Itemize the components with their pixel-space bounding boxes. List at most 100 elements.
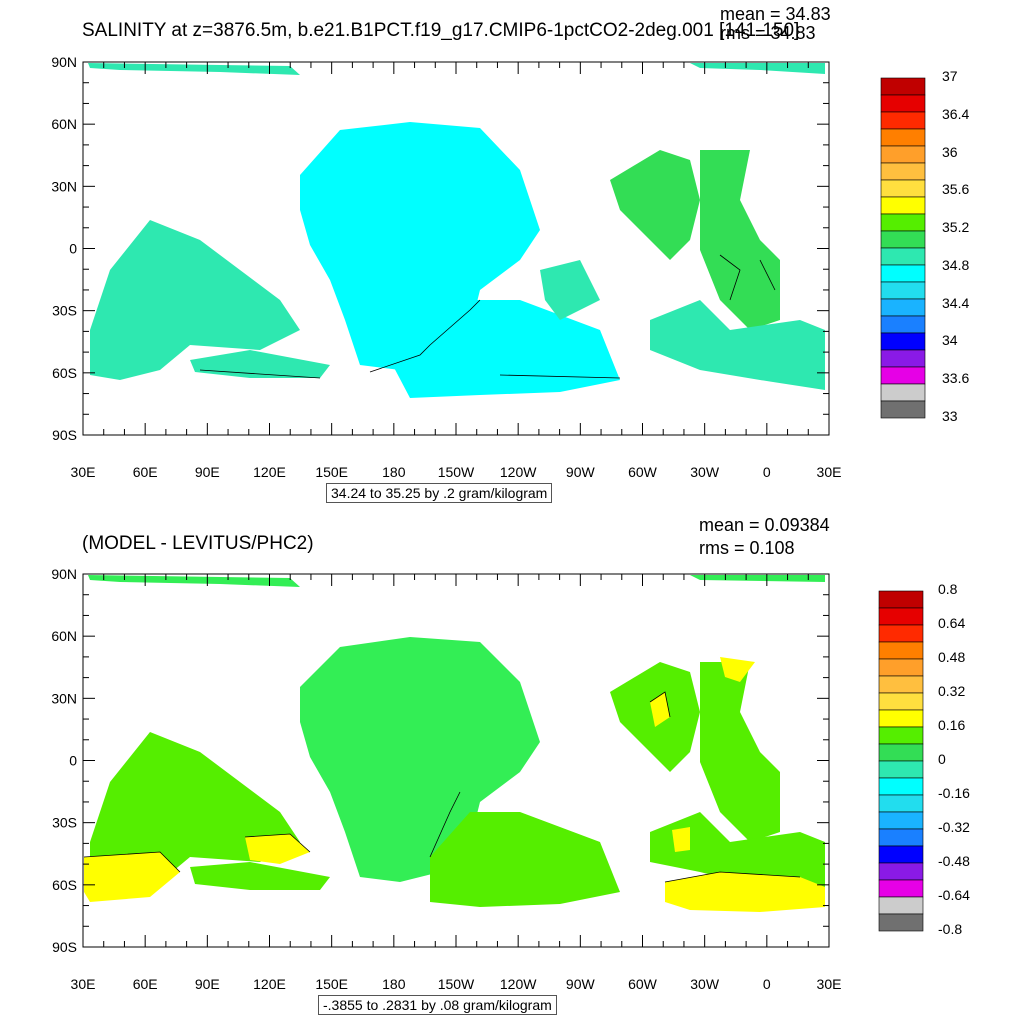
field-indian-2 — [90, 732, 300, 892]
colorbar-swatch — [880, 298, 926, 317]
colorbar-swatch — [878, 777, 924, 796]
colorbar-swatch — [880, 281, 926, 300]
colorbar-swatch — [880, 213, 926, 232]
colorbar-swatch — [880, 400, 926, 419]
colorbar-swatch — [880, 315, 926, 334]
panel-1-colorbar — [880, 77, 926, 419]
colorbar-swatch — [878, 913, 924, 932]
lat-label: 90S — [52, 427, 77, 443]
lat-label: 60N — [51, 628, 77, 644]
panel-1-title: SALINITY at z=3876.5m, b.e21.B1PCT.f19_g… — [82, 20, 800, 41]
lon-label: 90E — [195, 464, 220, 480]
lat-label: 60N — [51, 116, 77, 132]
colorbar-label: 0.16 — [938, 717, 966, 733]
field-yellow-se — [665, 872, 825, 912]
colorbar-label: -0.64 — [938, 887, 970, 903]
colorbar-swatch — [878, 607, 924, 626]
field-yellow-n — [720, 657, 755, 682]
colorbar-label: 35.2 — [942, 219, 970, 236]
colorbar-swatch — [878, 743, 924, 762]
lat-label: 60S — [52, 877, 77, 893]
panel-2-ocean-fields — [84, 575, 825, 912]
field-arctic-west — [88, 63, 300, 75]
colorbar-swatch — [880, 145, 926, 164]
colorbar-label: 0.32 — [938, 683, 966, 699]
panel-2-colorbar — [878, 590, 924, 932]
colorbar-label: -0.48 — [938, 853, 970, 869]
field-yellow-s — [672, 827, 690, 852]
colorbar-label: 33 — [942, 408, 958, 424]
panel-2-mean: mean = 0.09384 — [699, 515, 830, 535]
lon-label: 90E — [195, 976, 220, 992]
field-pacific-2 — [300, 637, 540, 882]
lon-label: 120E — [253, 464, 286, 480]
field-yellow-sw — [84, 852, 180, 902]
field-indian — [90, 220, 300, 380]
lat-label: 90N — [51, 54, 77, 70]
colorbar-swatch — [878, 896, 924, 915]
colorbar-swatch — [878, 862, 924, 881]
field-arctic-east-2 — [690, 575, 825, 582]
lat-label: 0 — [69, 753, 77, 769]
colorbar-label: 34.8 — [942, 256, 970, 273]
colorbar-label: -0.8 — [938, 921, 963, 937]
field-atlantic-south — [650, 300, 825, 390]
colorbar-swatch — [880, 349, 926, 368]
field-yellow-indian — [245, 834, 310, 864]
colorbar-swatch — [878, 726, 924, 745]
field-yellow-atl — [650, 692, 670, 727]
colorbar-label: -0.16 — [938, 785, 970, 801]
panel-1-ticks — [82, 61, 830, 436]
lon-label: 120W — [500, 464, 537, 480]
lon-label: 30E — [71, 976, 96, 992]
lon-label: 150W — [438, 976, 475, 992]
colorbar-swatch — [880, 94, 926, 113]
field-pacific-south — [390, 300, 620, 398]
lon-label: 60W — [628, 464, 658, 480]
colorbar-swatch — [880, 196, 926, 215]
colorbar-swatch — [878, 811, 924, 830]
lon-label: 150E — [315, 976, 348, 992]
lon-label: 30E — [71, 464, 96, 480]
colorbar-label: 34.4 — [942, 294, 970, 311]
panel-1-lon-labels: 30E 60E 90E 120E 150E 180 150W 120W 90W 60W 30W 0 30… — [71, 464, 842, 480]
lon-label: 60E — [133, 976, 158, 992]
panel-2-contours — [83, 691, 801, 883]
field-pacific-south-2 — [430, 812, 620, 907]
panel-2-lat-labels: 90N 60N 30N 0 30S 60S 90S — [51, 566, 77, 955]
field-arctic-east — [690, 63, 825, 74]
lon-label: 30E — [817, 976, 842, 992]
field-pacific — [300, 122, 540, 370]
lat-label: 30N — [51, 690, 77, 706]
colorbar-swatch — [878, 794, 924, 813]
colorbar-label: 37 — [942, 68, 958, 84]
field-south-pacific-mid — [540, 260, 600, 320]
panel-1-contour-info: 34.24 to 35.25 by .2 gram/kilogram — [326, 483, 553, 503]
colorbar-swatch — [880, 111, 926, 130]
panel-2-ticks — [82, 573, 830, 948]
lon-label: 30W — [690, 976, 720, 992]
colorbar-label: 0.8 — [938, 581, 958, 597]
colorbar-swatch — [878, 692, 924, 711]
lon-label: 90W — [566, 976, 596, 992]
lon-label: 0 — [763, 976, 771, 992]
panel-2-lon-labels: 30E 60E 90E 120E 150E 180 150W 120W 90W 60W 30W 0 30… — [71, 976, 842, 992]
lat-label: 30N — [51, 178, 77, 194]
colorbar-swatch — [878, 658, 924, 677]
colorbar-label: 36 — [942, 143, 958, 160]
lon-label: 150E — [315, 464, 348, 480]
panel-1-map: 90N 60N 30N 0 30S 60S 90S 30E 60E 90E 120E 150E 180… — [51, 54, 842, 480]
colorbar-swatch — [880, 383, 926, 402]
field-atlantic-south-2 — [650, 812, 825, 892]
field-atlantic-east — [700, 150, 780, 330]
colorbar-swatch — [880, 247, 926, 266]
lon-label: 90W — [566, 464, 596, 480]
lon-label: 150W — [438, 464, 475, 480]
panel-1-rms: rms = 34.83 — [720, 23, 816, 43]
colorbar-swatch — [880, 179, 926, 198]
colorbar-swatch — [880, 162, 926, 181]
colorbar-swatch — [878, 709, 924, 728]
colorbar-label: 0.48 — [938, 649, 966, 665]
panel-1-lat-labels: 90N 60N 30N 0 30S 60S 90S — [51, 54, 77, 443]
panel-2-title: (MODEL - LEVITUS/PHC2) — [82, 533, 314, 554]
